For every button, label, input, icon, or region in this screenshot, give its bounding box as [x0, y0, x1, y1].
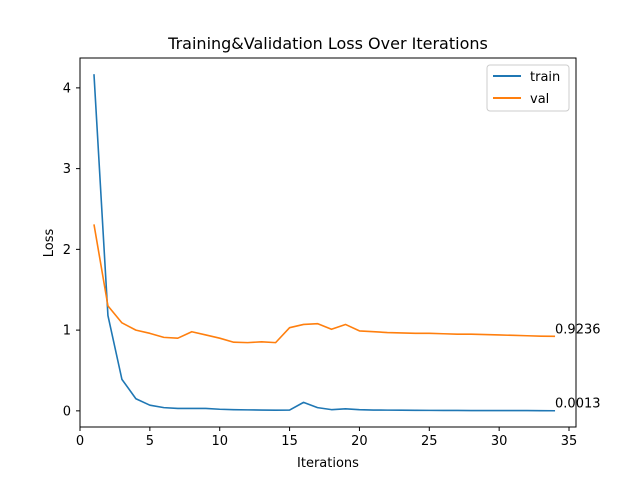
- y-axis-ticks: 0 1 2 3 4: [63, 81, 80, 419]
- x-tick-label: 35: [561, 434, 578, 449]
- x-tick-label: 30: [491, 434, 508, 449]
- plot-area: [79, 57, 577, 428]
- y-tick-label: 1: [63, 324, 71, 339]
- y-tick-label: 4: [63, 81, 71, 96]
- x-tick-label: 15: [281, 434, 298, 449]
- x-tick-label: 25: [421, 434, 438, 449]
- legend-label-train: train: [530, 70, 560, 85]
- y-tick-label: 2: [63, 243, 71, 258]
- x-tick-label: 5: [146, 434, 154, 449]
- x-axis-ticks: 0 5 10 15 20 25 30 35: [76, 427, 577, 449]
- y-axis-label: Loss: [42, 229, 57, 258]
- x-tick-label: 0: [76, 434, 84, 449]
- end-label-val: 0.9236: [555, 322, 601, 337]
- x-tick-label: 20: [351, 434, 368, 449]
- legend-label-val: val: [530, 92, 549, 107]
- legend: train val: [486, 64, 570, 112]
- series-line-train: [93, 74, 556, 412]
- x-axis-label: Iterations: [297, 456, 359, 471]
- x-tick-label: 10: [211, 434, 228, 449]
- end-value-labels: 0.0013 0.9236: [555, 322, 601, 411]
- y-tick-label: 3: [63, 162, 71, 177]
- y-tick-label: 0: [63, 404, 71, 419]
- series-lines: [93, 74, 556, 412]
- end-label-train: 0.0013: [555, 397, 601, 412]
- series-line-val: [93, 224, 556, 344]
- chart-title: Training&Validation Loss Over Iterations: [167, 34, 488, 53]
